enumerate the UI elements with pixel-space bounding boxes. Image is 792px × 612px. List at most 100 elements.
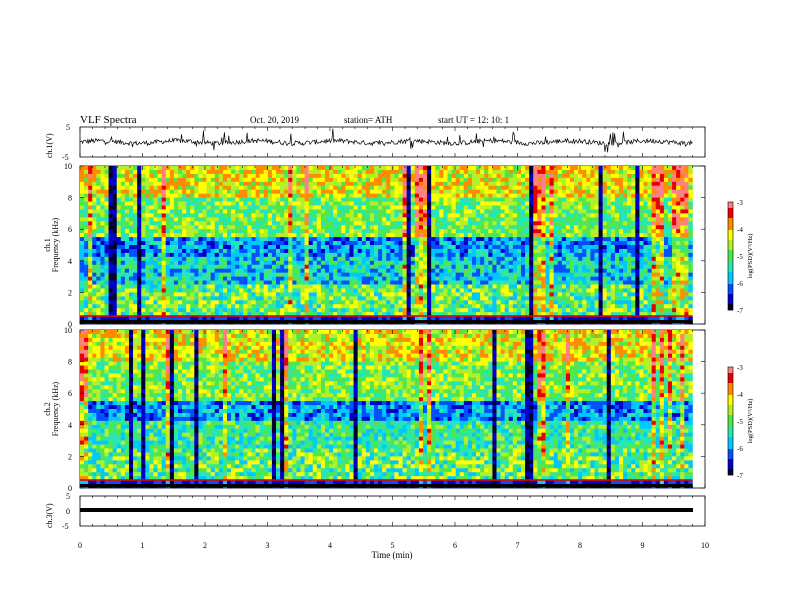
spectrogram-cell: [582, 260, 587, 266]
spectrogram-cell: [341, 241, 346, 246]
spectrogram-cell: [202, 296, 207, 301]
spectrogram-cell: [463, 308, 469, 313]
spectrogram-cell: [345, 237, 350, 242]
spectrogram-cell: [353, 260, 358, 266]
spectrogram-cell: [394, 276, 399, 281]
spectrogram-cell: [218, 312, 224, 317]
spectrogram-cell: [239, 280, 244, 285]
spectrogram-cell: [243, 245, 248, 250]
spectrogram-cell: [84, 284, 89, 289]
spectrogram-cell: [84, 181, 89, 187]
spectrogram-cell: [455, 237, 461, 242]
spectrogram-cell: [284, 272, 289, 277]
spectrogram-cell: [194, 181, 199, 187]
spectrogram-cell: [525, 284, 530, 289]
spectrogram-cell: [329, 252, 334, 258]
spectrogram-cell: [500, 201, 505, 206]
spectrogram-cell: [202, 268, 207, 273]
spectrogram-cell: [280, 296, 285, 301]
spectrogram-cell: [374, 268, 379, 273]
spectrogram-cell: [390, 272, 395, 277]
spectrogram-cell: [565, 292, 571, 297]
spectrogram-cell: [525, 268, 530, 273]
spectrogram-cell: [382, 225, 387, 230]
spectrogram-cell: [333, 296, 338, 301]
spectrogram-cell: [276, 268, 281, 273]
spectrogram-cell: [525, 308, 530, 313]
spectrogram-cell: [508, 185, 514, 190]
spectrogram-cell: [496, 166, 501, 171]
spectrogram-cell: [582, 268, 587, 273]
spectrogram-cell: [476, 252, 481, 258]
spectrogram-cell: [365, 189, 371, 194]
spectrogram-cell: [276, 288, 281, 293]
spectrogram-cell: [386, 316, 391, 321]
spectrogram-cell: [439, 229, 444, 234]
spectrogram-cell: [182, 300, 187, 305]
spectrogram-cell: [582, 292, 587, 297]
spectrogram-cell: [161, 288, 167, 293]
spectrogram-cell: [251, 288, 256, 293]
spectrogram-cell: [267, 229, 273, 234]
spectrogram-cell: [124, 213, 130, 218]
spectrogram-cell: [447, 225, 452, 230]
spectrogram-cell: [480, 252, 485, 258]
spectrogram-cell: [369, 169, 375, 175]
spectrogram-cell: [374, 288, 379, 293]
spectrogram-cell: [402, 276, 407, 281]
spectrogram-cell: [329, 177, 334, 183]
spectrogram-cell: [529, 264, 534, 269]
spectrogram-cell: [100, 189, 105, 194]
spectrogram-cell: [312, 252, 318, 258]
spectrogram-cell: [308, 256, 314, 262]
spectrogram-cell: [378, 276, 383, 281]
spectrogram-cell: [570, 308, 575, 313]
spectrogram-cell: [178, 181, 183, 187]
spectrogram-cell: [202, 237, 207, 242]
spectrogram-cell: [418, 177, 424, 183]
spectrogram-cell: [300, 248, 305, 254]
spectrogram-cell: [414, 205, 420, 210]
spectrogram-cell: [345, 260, 350, 266]
spectrogram-cell: [574, 264, 579, 269]
spectrogram-cell: [120, 292, 126, 297]
spectrogram-cell: [578, 292, 583, 297]
spectrogram-cell: [92, 201, 97, 206]
spectrogram-cell: [427, 268, 432, 273]
spectrogram-cell: [259, 205, 265, 210]
spectrogram-cell: [333, 312, 338, 317]
spectrogram-cell: [161, 312, 167, 317]
spectrogram-cell: [512, 189, 518, 194]
spectrogram-cell: [390, 264, 395, 269]
spectrogram-cell: [312, 292, 318, 297]
spectrogram-cell: [394, 304, 399, 309]
spectrogram-cell: [325, 316, 330, 321]
spectrogram-cell: [292, 308, 297, 313]
spectrogram-cell: [157, 169, 162, 175]
spectrogram-cell: [235, 292, 240, 297]
spectrogram-cell: [443, 256, 448, 262]
spectrogram-cell: [178, 209, 183, 214]
spectrogram-cell: [439, 217, 444, 222]
spectrogram-cell: [218, 173, 224, 179]
spectrogram-cell: [316, 304, 322, 309]
spectrogram-cell: [459, 304, 465, 309]
spectrogram-cell: [320, 166, 326, 171]
spectrogram-cell: [133, 166, 138, 171]
spectrogram-cell: [488, 225, 493, 230]
spectrogram-cell: [410, 304, 416, 309]
spectrogram-cell: [320, 304, 326, 309]
spectrogram-cell: [516, 256, 522, 262]
spectrogram-cell: [406, 193, 412, 198]
spectrogram-cell: [378, 296, 383, 301]
spectrogram-cell: [263, 248, 269, 254]
spectrogram-cell: [512, 308, 518, 313]
spectrogram-cell: [235, 193, 240, 198]
spectrogram-cell: [182, 177, 187, 183]
spectrogram-cell: [165, 312, 171, 317]
spectrogram-cell: [398, 272, 403, 277]
spectrogram-cell: [427, 205, 432, 210]
spectrogram-cell: [418, 300, 424, 305]
spectrogram-cell: [541, 169, 546, 175]
spectrogram-cell: [398, 264, 403, 269]
